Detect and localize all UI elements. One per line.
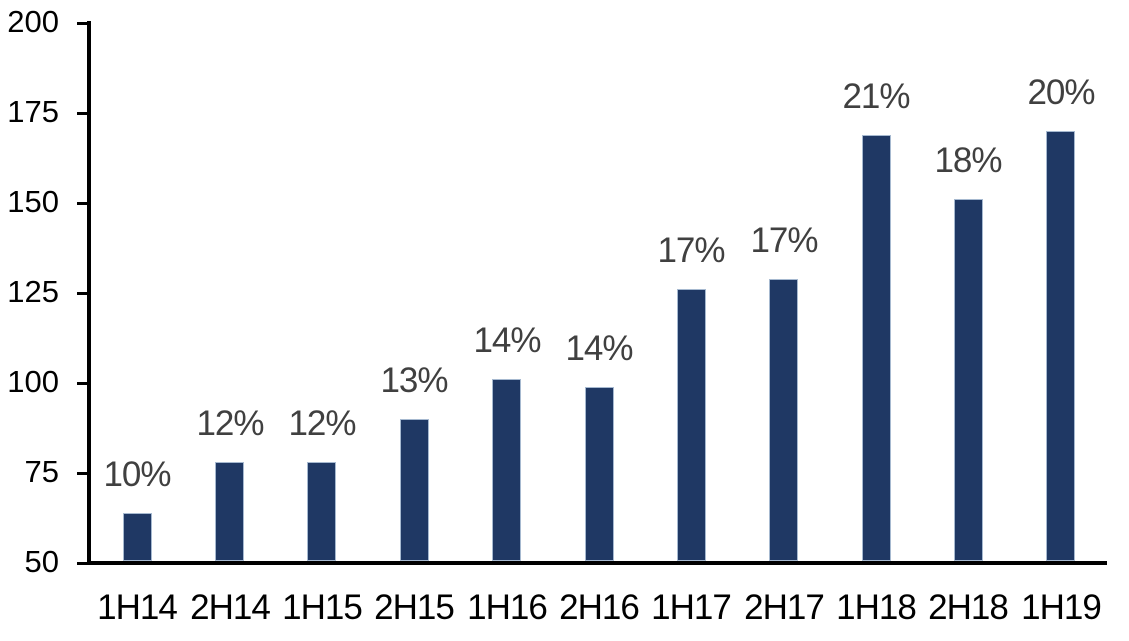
bar-1H18	[862, 135, 891, 561]
bar-value-label: 10%	[103, 455, 171, 494]
bar-1H15	[307, 462, 336, 561]
y-axis-tick	[77, 292, 91, 295]
bar-2H17	[769, 279, 798, 561]
bar-2H16	[585, 387, 614, 561]
bar-value-label: 17%	[750, 221, 818, 260]
x-axis-category-label: 2H17	[744, 588, 825, 627]
bar-2H15	[400, 419, 429, 561]
y-axis-tick-label: 100	[7, 364, 59, 399]
bar-1H16	[492, 379, 521, 561]
x-axis-category-label: 1H19	[1021, 588, 1102, 627]
bar-value-label: 13%	[380, 361, 448, 400]
y-axis-tick-label: 75	[24, 454, 59, 489]
x-axis-category-label: 1H15	[282, 588, 363, 627]
y-axis-tick	[77, 202, 91, 205]
x-axis-category-label: 2H15	[374, 588, 455, 627]
x-axis-line	[87, 561, 1107, 565]
bar-value-label: 12%	[196, 404, 264, 443]
bar-value-label: 14%	[473, 321, 541, 360]
bar-2H14	[215, 462, 244, 561]
x-axis-category-label: 1H14	[97, 588, 178, 627]
bar-value-label: 20%	[1027, 73, 1095, 112]
bar-1H17	[677, 289, 706, 561]
y-axis-tick	[77, 562, 91, 565]
y-axis-tick-label: 150	[7, 184, 59, 219]
x-axis-category-label: 2H18	[928, 588, 1009, 627]
y-axis-tick-label: 125	[7, 274, 59, 309]
bar-2H18	[954, 199, 983, 561]
bar-value-label: 21%	[842, 77, 910, 116]
x-axis-category-label: 2H16	[559, 588, 640, 627]
y-axis-tick	[77, 472, 91, 475]
bar-value-label: 18%	[934, 141, 1002, 180]
y-axis-tick-label: 175	[7, 94, 59, 129]
x-axis-category-label: 1H18	[836, 588, 917, 627]
bar-value-label: 17%	[657, 231, 725, 270]
y-axis-tick	[77, 112, 91, 115]
y-axis-tick	[77, 382, 91, 385]
x-axis-category-label: 1H16	[467, 588, 548, 627]
y-axis-tick	[77, 22, 91, 25]
bar-1H19	[1046, 131, 1075, 561]
bar-value-label: 12%	[288, 404, 356, 443]
bar-value-label: 14%	[565, 329, 633, 368]
y-axis-tick-label: 200	[7, 4, 59, 39]
y-axis-tick-label: 50	[24, 544, 59, 579]
x-axis-category-label: 2H14	[190, 588, 271, 627]
bar-1H14	[123, 513, 152, 561]
x-axis-category-label: 1H17	[651, 588, 732, 627]
